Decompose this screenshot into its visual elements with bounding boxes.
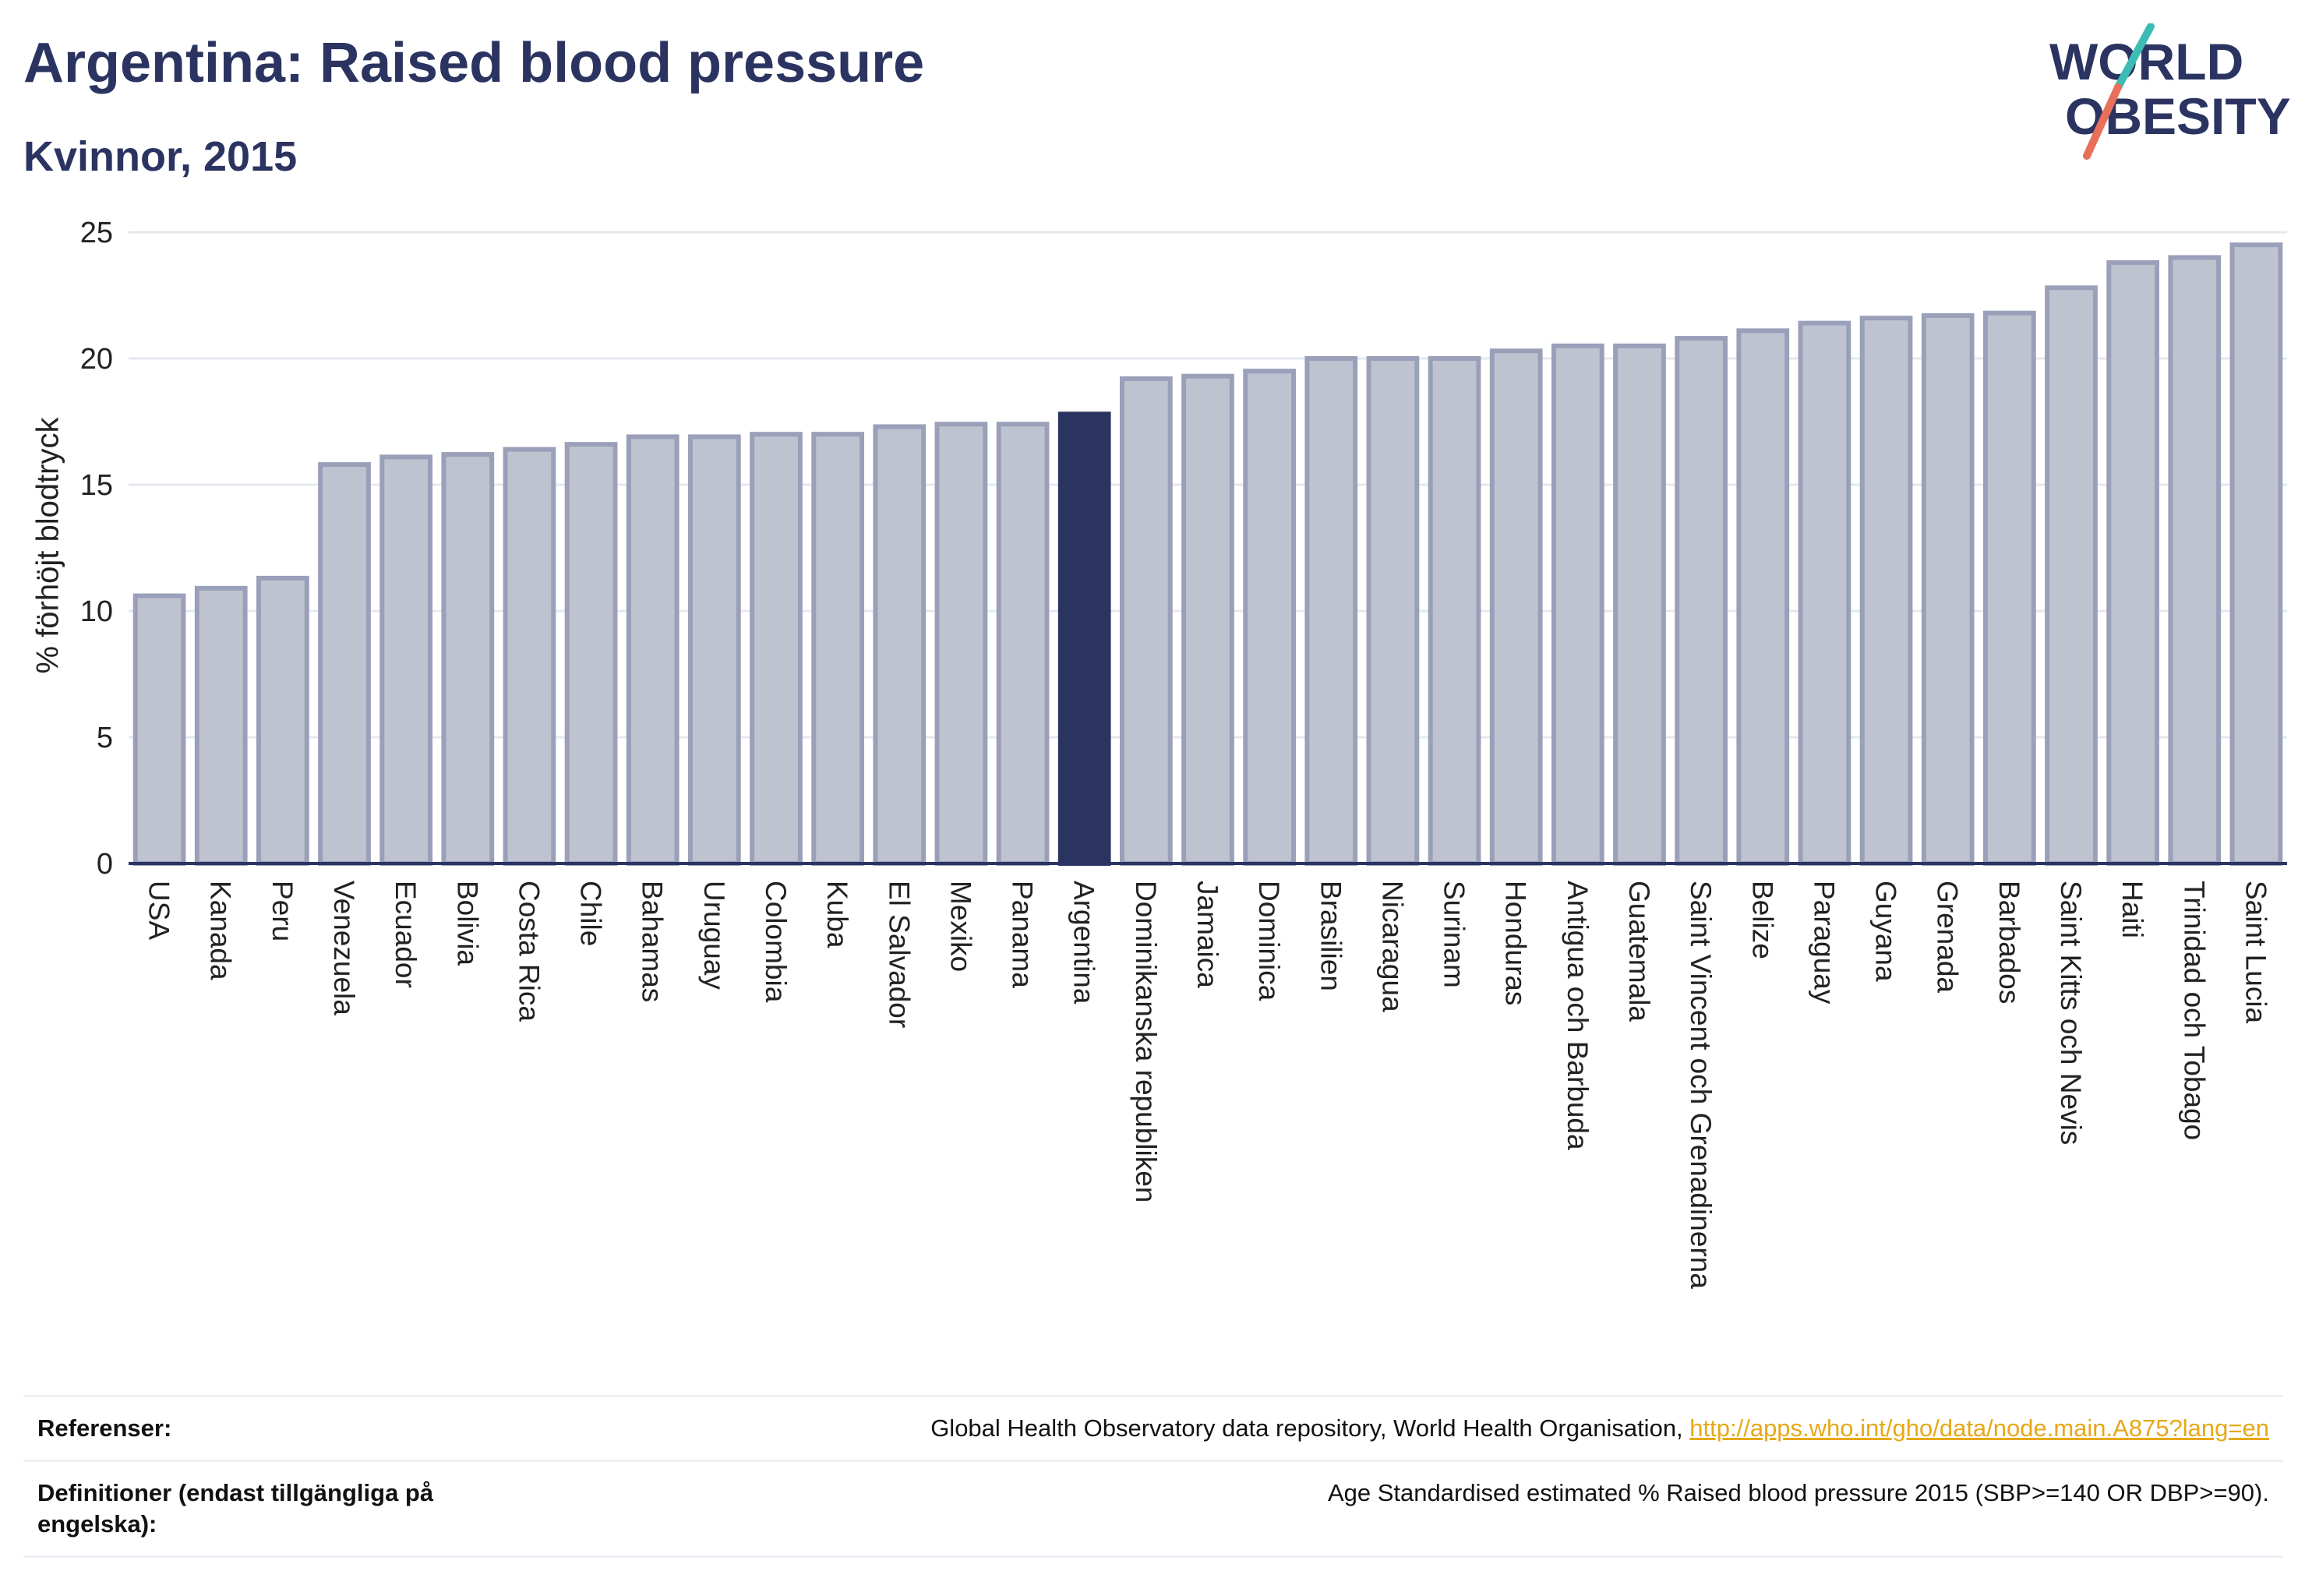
- bar-peru: [256, 575, 309, 866]
- references-value: Global Health Observatory data repositor…: [930, 1413, 2269, 1444]
- footer-definitions-row: Definitioner (endast tillgängliga på eng…: [23, 1460, 2283, 1558]
- bar-brasilien: [1304, 356, 1358, 866]
- x-tick-label: Kuba: [821, 881, 853, 948]
- page-subtitle: Kvinnor, 2015: [23, 133, 298, 180]
- bar-chile: [564, 442, 618, 867]
- bar-paraguay: [1798, 320, 1851, 866]
- bar-jamaica: [1181, 373, 1234, 866]
- bar-costa-rica: [503, 447, 556, 866]
- bar-saint-vincent-och-grenadinerna: [1675, 336, 1728, 866]
- x-tick-label: Brasilien: [1315, 881, 1347, 991]
- y-tick-label: 10: [80, 595, 113, 628]
- bar-honduras: [1489, 348, 1543, 866]
- bar-uruguay: [687, 434, 741, 866]
- x-tick-label: Belize: [1746, 881, 1778, 959]
- bar-nicaragua: [1366, 356, 1420, 866]
- x-tick-label: USA: [143, 881, 175, 940]
- y-tick-label: 0: [97, 848, 113, 881]
- x-tick-label: Colombia: [760, 881, 792, 1003]
- x-tick-label: Haiti: [2116, 881, 2148, 938]
- x-tick-label: Dominica: [1253, 881, 1285, 1001]
- bar-antigua-och-barbuda: [1551, 343, 1604, 867]
- bar-venezuela: [318, 462, 371, 866]
- x-tick-label: Chile: [575, 881, 607, 946]
- bar-surinam: [1428, 356, 1481, 866]
- bar-dominica: [1243, 369, 1297, 866]
- x-tick-label: El Salvador: [883, 881, 915, 1028]
- bar-grenada: [1921, 312, 1975, 867]
- bar-usa: [132, 593, 186, 866]
- x-tick-label: Guyana: [1870, 881, 1902, 982]
- x-tick-label: Venezuela: [328, 881, 360, 1015]
- x-tick-label: Peru: [267, 881, 298, 941]
- bar-bolivia: [441, 452, 495, 866]
- x-tick-label: Saint Lucia: [2240, 881, 2271, 1023]
- x-tick-label: Uruguay: [698, 881, 730, 990]
- x-tick-label: Barbados: [1993, 881, 2025, 1004]
- y-tick-label: 15: [80, 469, 113, 502]
- y-tick-label: 20: [80, 343, 113, 376]
- bar-saint-kitts-och-nevis: [2045, 285, 2098, 866]
- page-title: Argentina: Raised blood pressure: [23, 32, 925, 94]
- world-obesity-logo: WORLD OBESITY: [2049, 23, 2291, 160]
- bar-colombia: [750, 432, 803, 866]
- x-tick-label: Saint Kitts och Nevis: [2055, 881, 2087, 1145]
- footer-table: Referenser: Global Health Observatory da…: [23, 1395, 2283, 1558]
- x-tick-label: Antigua och Barbuda: [1562, 881, 1594, 1150]
- bar-trinidad-och-tobago: [2168, 255, 2222, 866]
- bar-dominikanska-republiken: [1119, 376, 1173, 867]
- x-tick-label: Jamaica: [1191, 881, 1223, 988]
- x-tick-label: Nicaragua: [1376, 881, 1408, 1012]
- x-tick-label: Bolivia: [451, 881, 483, 966]
- x-tick-label: Grenada: [1932, 881, 1964, 993]
- x-tick-label: Mexiko: [944, 881, 976, 972]
- bar-barbados: [1982, 310, 2036, 866]
- logo-slash-top: [2114, 23, 2155, 91]
- references-label: Referenser:: [37, 1414, 172, 1442]
- bar-kanada: [194, 585, 248, 866]
- definitions-value: Age Standardised estimated % Raised bloo…: [1327, 1479, 2269, 1506]
- bar-panama: [996, 422, 1050, 866]
- references-link[interactable]: http://apps.who.int/gho/data/node.main.A…: [1689, 1414, 2269, 1442]
- references-text: Global Health Observatory data repositor…: [930, 1414, 1690, 1442]
- bar-el-salvador: [873, 424, 927, 867]
- y-tick-label: 25: [80, 217, 113, 249]
- bar-haiti: [2106, 260, 2160, 866]
- x-tick-label: Trinidad och Tobago: [2178, 881, 2210, 1140]
- x-tick-label: Panama: [1007, 881, 1039, 988]
- bar-argentina: [1057, 411, 1111, 866]
- bar-chart: 0 5 10 15 20 25 USA Kanada Peru Venezuela Ecuador B…: [80, 217, 2287, 1289]
- bar-guyana: [1859, 316, 1913, 867]
- x-tick-label: Ecuador: [390, 881, 422, 988]
- bar-ecuador: [379, 454, 433, 866]
- bar-belize: [1736, 328, 1790, 867]
- x-tick-label: Surinam: [1438, 881, 1470, 988]
- x-tick-label: Paraguay: [1808, 881, 1840, 1005]
- bar-guatemala: [1613, 343, 1666, 867]
- x-tick-label: Guatemala: [1623, 881, 1655, 1022]
- y-tick-label: 5: [97, 722, 113, 754]
- x-tick-label: Argentina: [1068, 881, 1100, 1005]
- x-tick-label: Kanada: [205, 881, 237, 980]
- x-tick-label: Dominikanska republiken: [1130, 881, 1162, 1202]
- bar-saint-lucia: [2229, 242, 2283, 866]
- x-tick-label: Bahamas: [637, 881, 669, 1002]
- x-tick-label: Saint Vincent och Grenadinerna: [1685, 881, 1717, 1289]
- x-tick-label: Costa Rica: [513, 881, 545, 1022]
- bar-mexiko: [934, 422, 988, 866]
- bar-bahamas: [626, 434, 679, 866]
- logo-slash-bottom: [2083, 83, 2122, 160]
- footer-references-row: Referenser: Global Health Observatory da…: [23, 1395, 2283, 1460]
- definitions-label: Definitioner (endast tillgängliga på eng…: [37, 1479, 434, 1538]
- bar-kuba: [811, 432, 865, 866]
- x-tick-label: Honduras: [1500, 881, 1532, 1005]
